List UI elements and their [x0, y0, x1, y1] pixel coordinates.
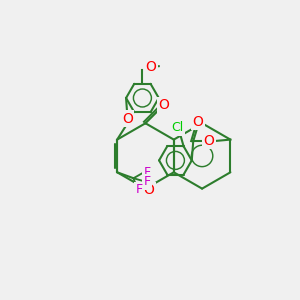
Text: Cl: Cl [172, 121, 184, 134]
Text: F: F [135, 183, 142, 196]
Text: F: F [143, 175, 150, 188]
Text: O: O [122, 112, 133, 126]
Text: O: O [144, 183, 154, 197]
Text: F: F [143, 167, 150, 179]
Text: O: O [192, 115, 203, 129]
Text: O: O [203, 134, 214, 148]
Text: O: O [145, 60, 156, 74]
Text: O: O [158, 98, 169, 112]
